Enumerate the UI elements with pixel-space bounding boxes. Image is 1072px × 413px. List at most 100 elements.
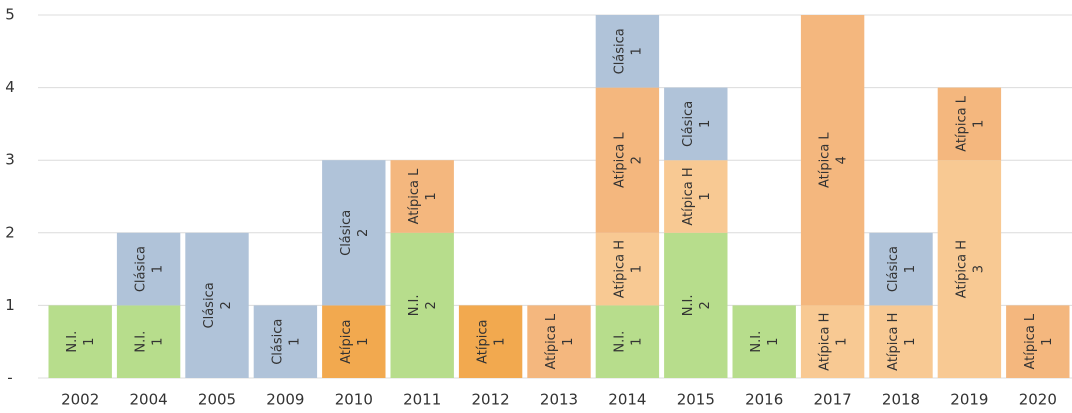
bar-segment xyxy=(664,232,728,378)
bar-segment xyxy=(595,232,660,306)
x-tick-label: 2002 xyxy=(61,391,99,409)
segment-value: 2 xyxy=(355,229,370,237)
segment-series-name: Atípica L xyxy=(954,95,969,151)
y-tick-label: - xyxy=(7,369,12,387)
segment-value: 1 xyxy=(766,338,781,346)
bar-segment xyxy=(800,305,865,378)
segment-value: 1 xyxy=(971,120,986,128)
bar-segment xyxy=(1006,305,1070,378)
bar-segment xyxy=(937,160,1002,378)
segment-series-name: N.I. xyxy=(65,331,80,353)
segment-series-name: Atípica H xyxy=(886,313,901,371)
x-tick-label: 2005 xyxy=(198,391,236,409)
bar-segment xyxy=(595,15,660,88)
bar-segment xyxy=(48,305,112,378)
bar-segment xyxy=(322,160,386,306)
bar-segment xyxy=(322,305,386,378)
segment-label: N.I. 1 xyxy=(65,331,97,353)
bar-segment xyxy=(527,305,591,378)
segment-value: 1 xyxy=(903,265,918,273)
segment-series-name: Atípica xyxy=(338,320,353,364)
bar-segment xyxy=(732,305,796,378)
segment-label: Clásica 1 xyxy=(133,246,165,292)
segment-value: 1 xyxy=(629,338,644,346)
segment-series-name: N.I. xyxy=(133,331,148,353)
segment-label: Clásica 1 xyxy=(612,28,644,74)
x-tick-label: 2013 xyxy=(540,391,578,409)
segment-label: Atípica 1 xyxy=(338,320,370,364)
segment-value: 1 xyxy=(629,47,644,55)
segment-value: 2 xyxy=(697,301,712,309)
x-tick-label: 2017 xyxy=(814,391,852,409)
segment-series-name: Clásica xyxy=(202,282,217,328)
segment-label: N.I. 2 xyxy=(680,294,712,316)
segment-series-name: Clásica xyxy=(338,210,353,256)
segment-series-name: Atípica L xyxy=(1022,313,1037,369)
x-tick-label: 2016 xyxy=(745,391,783,409)
segment-series-name: Clásica xyxy=(133,246,148,292)
segment-series-name: N.I. xyxy=(749,331,764,353)
segment-series-name: Atípica L xyxy=(817,132,832,188)
segment-series-name: Clásica xyxy=(680,101,695,147)
segment-series-name: Atípica L xyxy=(612,132,627,188)
bar-segment xyxy=(458,305,523,378)
x-tick-label: 2020 xyxy=(1019,391,1057,409)
segment-value: 1 xyxy=(834,338,849,346)
bar-segment xyxy=(869,232,933,306)
segment-value: 1 xyxy=(150,265,165,273)
segment-value: 1 xyxy=(424,192,439,200)
bar-segment xyxy=(185,232,249,378)
segment-series-name: Atípica L xyxy=(407,168,422,224)
y-tick-label: 5 xyxy=(5,6,15,24)
y-tick-label: 1 xyxy=(5,296,15,314)
segment-series-name: Atípica H xyxy=(612,240,627,298)
segment-value: 4 xyxy=(834,156,849,164)
segment-value: 2 xyxy=(219,301,234,309)
bar-segment xyxy=(390,232,454,378)
x-tick-label: 2004 xyxy=(130,391,168,409)
bar-segment xyxy=(937,87,1002,161)
bar-segment xyxy=(664,160,728,233)
x-tick-label: 2018 xyxy=(882,391,920,409)
segment-label: Clásica 1 xyxy=(270,319,302,365)
bar-segment xyxy=(116,305,181,378)
bar-segment xyxy=(116,232,181,306)
y-tick-label: 4 xyxy=(5,78,15,96)
segment-series-name: Atípica H xyxy=(680,167,695,225)
bar-segment xyxy=(664,87,728,161)
segment-label: Clásica 1 xyxy=(680,101,712,147)
segment-value: 3 xyxy=(971,265,986,273)
x-tick-label: 2015 xyxy=(677,391,715,409)
segment-series-name: N.I. xyxy=(680,294,695,316)
x-tick-label: 2012 xyxy=(472,391,510,409)
segment-value: 1 xyxy=(697,120,712,128)
segment-label: N.I. 1 xyxy=(749,331,781,353)
y-tick-label: 2 xyxy=(5,223,15,241)
segment-value: 1 xyxy=(1039,338,1054,346)
bar-segment xyxy=(253,305,318,378)
segment-label: Clásica 1 xyxy=(886,246,918,292)
segment-value: 1 xyxy=(697,192,712,200)
segment-series-name: Atípica H xyxy=(954,240,969,298)
x-tick-label: 2010 xyxy=(335,391,373,409)
segment-series-name: Atípica xyxy=(475,320,490,364)
y-tick-label: 3 xyxy=(5,151,15,169)
x-tick-label: 2009 xyxy=(266,391,304,409)
segment-value: 2 xyxy=(629,156,644,164)
segment-label: N.I. 1 xyxy=(612,331,644,353)
segment-value: 1 xyxy=(82,338,97,346)
segment-label: N.I. 2 xyxy=(407,294,439,316)
segment-value: 2 xyxy=(424,301,439,309)
bar-segment xyxy=(390,160,454,233)
segment-series-name: N.I. xyxy=(407,294,422,316)
